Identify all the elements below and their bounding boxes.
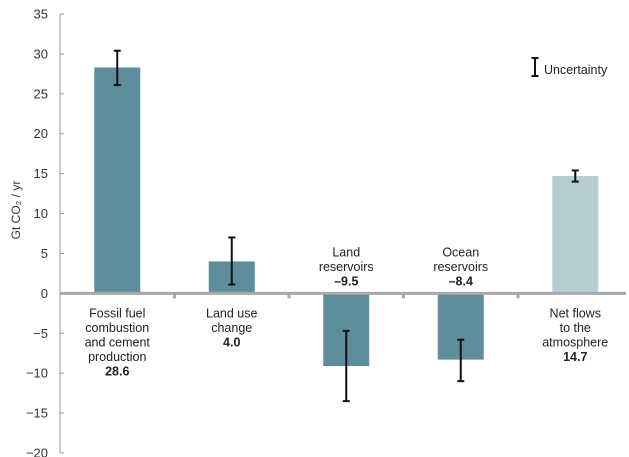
y-tick-label: 35 xyxy=(34,7,48,22)
legend: Uncertainty xyxy=(531,57,608,77)
bars xyxy=(94,67,599,366)
y-tick-label: 30 xyxy=(34,46,48,61)
category-label-line: reservoirs xyxy=(319,260,374,274)
value-label: 14.7 xyxy=(563,350,587,364)
category-label-line: Ocean xyxy=(442,245,479,259)
y-tick-label: 20 xyxy=(34,126,48,141)
value-label: –9.5 xyxy=(334,274,358,288)
y-axis: 35 30 25 20 15 10 5 0 −5 −10 −15 −20 Gt CO₂ / yr xyxy=(9,7,64,457)
y-tick-label: 15 xyxy=(34,166,48,181)
legend-uncertainty-label: Uncertainty xyxy=(544,63,608,77)
category-label-line: and cement xyxy=(85,335,151,349)
category-label-line: production xyxy=(88,350,146,364)
y-tick-label: 0 xyxy=(41,286,48,301)
y-axis-title: Gt CO₂ / yr xyxy=(9,181,23,240)
bar xyxy=(552,176,599,294)
category-label-line: atmosphere xyxy=(542,335,608,349)
y-tick-label: 25 xyxy=(34,86,48,101)
value-label: 4.0 xyxy=(223,335,240,349)
x-axis xyxy=(60,291,626,299)
category-label-line: to the xyxy=(560,321,591,335)
y-tick-label: −15 xyxy=(26,406,48,421)
category-label-line: Land xyxy=(332,245,360,259)
category-label-line: Fossil fuel xyxy=(89,306,145,320)
category-label-line: Land use xyxy=(206,306,257,320)
y-tick-label: −20 xyxy=(26,446,48,457)
y-tick-label: −5 xyxy=(33,326,48,341)
bar xyxy=(94,67,141,294)
y-tick-label: 5 xyxy=(41,246,48,261)
category-label-line: combustion xyxy=(85,321,149,335)
category-label-line: change xyxy=(211,321,252,335)
y-tick-label: −10 xyxy=(26,366,48,381)
y-tick-label: 10 xyxy=(34,206,48,221)
category-label-line: reservoirs xyxy=(433,260,488,274)
value-label: 28.6 xyxy=(105,364,129,378)
value-label: –8.4 xyxy=(449,274,473,288)
error-bars xyxy=(113,49,579,403)
category-label-line: Net flows xyxy=(550,306,601,320)
